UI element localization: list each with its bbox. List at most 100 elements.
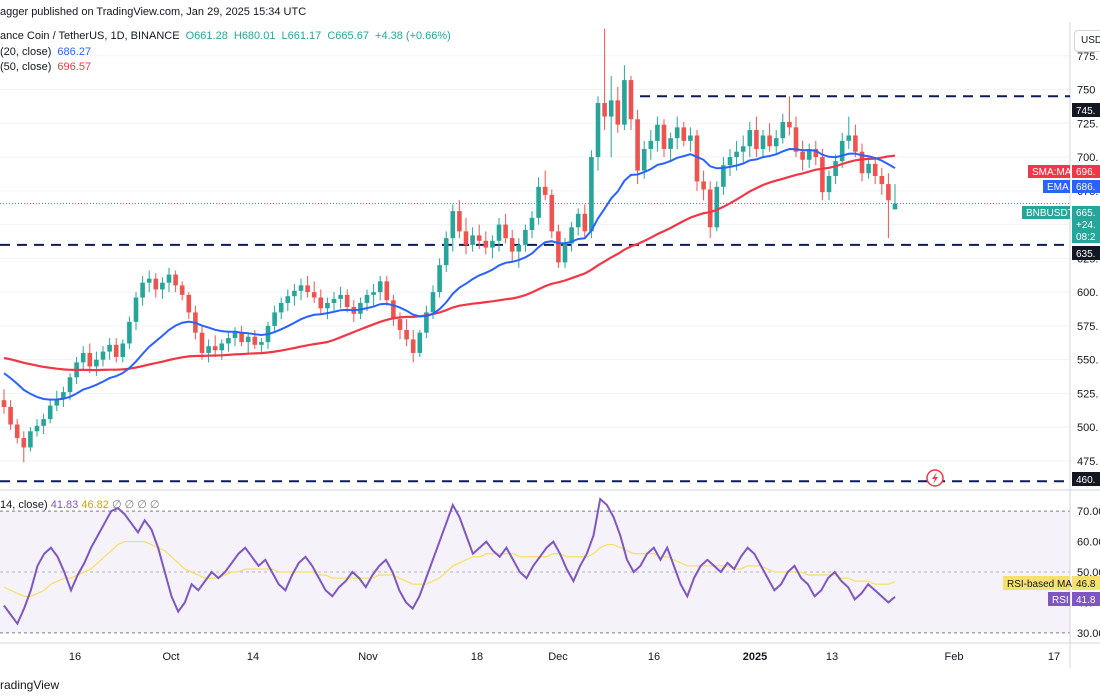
ema-legend-value: 686.27 [57,46,92,58]
candle [80,346,86,371]
candle [41,413,46,434]
candle [113,338,119,363]
candle [608,76,614,158]
candle [245,332,251,353]
candle [556,224,561,268]
candle [252,329,258,349]
rsi-axis-labels: 70.0060.0050.0040.30.00 [1077,506,1100,640]
tradingview-watermark: radingView [0,678,60,692]
candle [773,130,779,155]
candle [226,332,231,352]
candle [694,130,700,191]
candle [259,338,264,355]
time-tick-label: 16 [648,651,660,663]
candle [160,277,165,299]
candle [826,170,832,201]
publish-info: agger published on TradingView.com, Jan … [0,6,307,18]
ema-name-tag: EMA [1047,182,1069,193]
price-tick-label: 550. [1077,355,1098,367]
rsi-tag: 41.8 [1076,595,1096,606]
candle [589,150,594,239]
price-grid [0,55,1070,462]
rsi-tick-label: 30.00 [1077,628,1100,640]
candle [331,292,337,312]
candle [470,227,475,252]
candle [153,273,159,298]
time-tick-label: Oct [162,651,179,663]
time-tick-label: Dec [548,651,568,663]
candle [28,427,33,452]
candle [615,86,621,133]
candle [437,258,442,298]
candle [516,238,522,268]
sma-legend[interactable]: (50, close) 696.57 [0,61,94,73]
candle [54,390,60,412]
candle [628,76,634,131]
price-tick-label: 600. [1077,287,1098,299]
candle [681,121,687,147]
candle [1,389,7,414]
candle [391,294,396,326]
time-tick-label: 14 [247,651,259,663]
candle [806,143,812,168]
candle [760,130,766,158]
ohlc-close: C665.67 [327,30,369,42]
candle [780,113,786,144]
price-tick-label: 525. [1077,388,1098,400]
candle [8,400,13,430]
candle [305,275,310,298]
time-axis-labels[interactable]: 16 Oct 14 Nov 18 Dec 16 2025 13 Feb 17 [69,651,1060,663]
candle [523,224,528,252]
candle [450,204,456,252]
candle [872,157,878,185]
candle [813,140,819,166]
candle [318,289,324,314]
price-tick-label: 725. [1077,118,1098,130]
candle [410,329,416,363]
currency-selector[interactable]: USD [1074,30,1100,52]
ema-name-tag-bg [1043,180,1070,193]
candle [635,109,640,185]
support-tag: 635. [1076,249,1095,260]
candle [668,132,673,163]
candle [820,148,825,201]
candle [298,278,304,301]
candle [338,286,343,309]
support-resistance-levels[interactable] [0,95,1070,483]
ohlc-low: L661.17 [281,30,322,42]
countdown-tag: 08:2 [1076,232,1096,243]
candle [859,143,865,182]
candle [476,224,482,249]
rsi-line [3,497,896,626]
last-tag: 665. [1076,208,1095,219]
candle [384,275,390,306]
rsi-ma-legend-value: 46.82 [81,499,109,511]
time-tick-label: 16 [69,651,81,663]
ema-tag: 686. [1076,182,1095,193]
sma-tag-bg [1072,165,1100,178]
candle [232,327,238,347]
candle [529,211,535,239]
ema-tag-bg [1072,180,1100,193]
rsi-tick-label: 70.00 [1077,506,1100,518]
candle [377,275,383,301]
candle [417,329,423,357]
ema-legend[interactable]: (20, close) 686.27 [0,46,94,58]
candle [344,289,350,313]
rsi-name-tag: RSI [1052,595,1069,606]
symbol-legend[interactable]: ance Coin / TetherUS, 1D, BINANCE O661.2… [0,30,454,42]
ema-legend-label: (20, close) [0,46,52,58]
sma-name-tag-bg [1028,165,1070,178]
flash-icon[interactable] [926,469,944,487]
rsi-legend[interactable]: 14, close) 41.83 46.82 ∅ ∅ ∅ ∅ [0,498,159,511]
time-tick-label: Feb [945,651,964,663]
rsi-ma-name-tag: RSI-based MA [1007,579,1072,590]
candle [371,284,376,306]
time-tick-label: 2025 [743,651,767,663]
candle [595,96,601,171]
candle [490,235,495,259]
rsi-name-tag-bg [1048,592,1070,606]
candle [787,96,792,136]
price-tick-label: 750 [1077,85,1095,97]
